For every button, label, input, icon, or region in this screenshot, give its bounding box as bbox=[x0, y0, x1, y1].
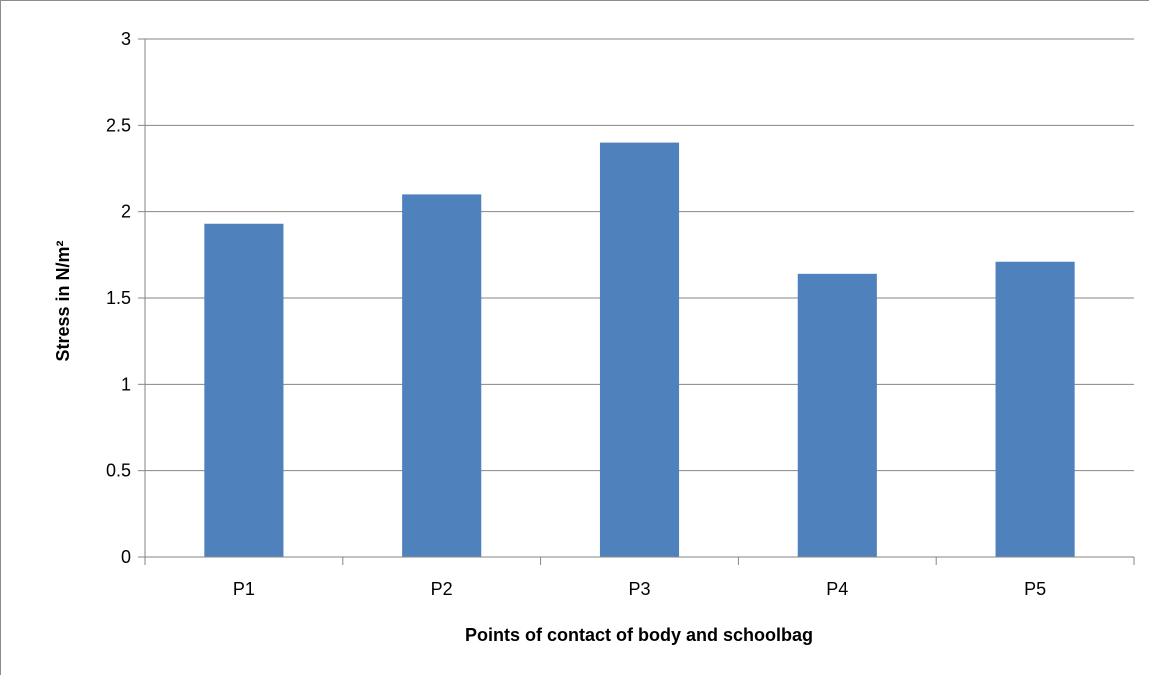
y-tick-label: 2 bbox=[121, 202, 131, 222]
bar-p3 bbox=[599, 142, 680, 557]
axes bbox=[138, 38, 1135, 565]
y-tick-label: 0.5 bbox=[106, 461, 131, 481]
x-tick-label: P2 bbox=[431, 579, 453, 599]
bar-p4 bbox=[797, 273, 877, 557]
x-tick-label: P5 bbox=[1024, 579, 1046, 599]
y-tick-label: 1.5 bbox=[106, 288, 131, 308]
y-tick-label: 3 bbox=[121, 29, 131, 49]
y-tick-label: 2.5 bbox=[106, 115, 131, 135]
y-tick-label: 0 bbox=[121, 547, 131, 567]
x-tick-label: P3 bbox=[628, 579, 650, 599]
bar-p2 bbox=[402, 194, 482, 557]
bar-p1 bbox=[204, 223, 284, 557]
bar-p5 bbox=[995, 261, 1075, 557]
x-tick-label: P4 bbox=[826, 579, 848, 599]
x-tick-label: P1 bbox=[233, 579, 255, 599]
y-axis-title: Stress in N/m² bbox=[53, 240, 73, 361]
x-tick-labels: P1 P2 P3 P4 P5 bbox=[233, 579, 1046, 599]
y-tick-label: 1 bbox=[121, 374, 131, 394]
bars bbox=[204, 142, 1075, 557]
y-tick-labels: 0 0.5 1 1.5 2 2.5 3 bbox=[106, 29, 131, 567]
x-axis-title: Points of contact of body and schoolbag bbox=[465, 625, 813, 645]
